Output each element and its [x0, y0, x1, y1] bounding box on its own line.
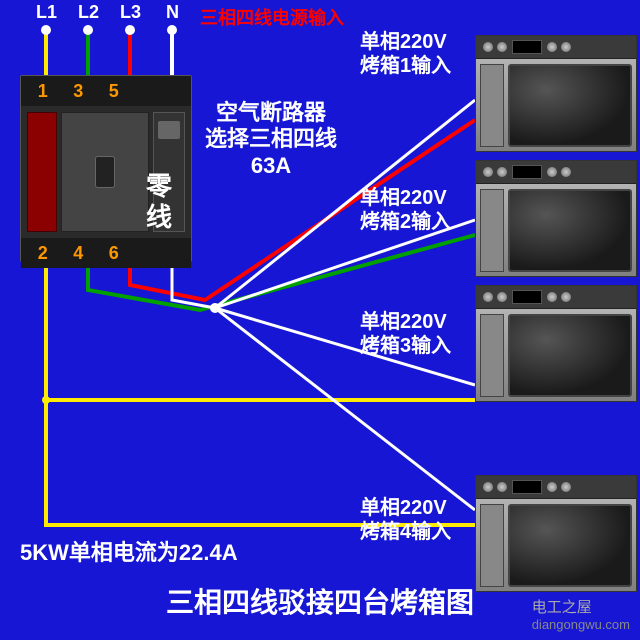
terminal-l1-label: L1 — [36, 2, 57, 24]
terminal-l2-label: L2 — [78, 2, 99, 24]
oven-3 — [475, 285, 637, 402]
terminal-num-3: 3 — [73, 81, 83, 102]
current-note: 5KW单相电流为22.4A — [20, 540, 238, 566]
oven-2 — [475, 160, 637, 277]
oven-1-label: 单相220V 烤箱1输入 — [360, 30, 451, 78]
oven-3-label: 单相220V 烤箱3输入 — [360, 310, 451, 358]
breaker-description: 空气断路器 选择三相四线 63A — [205, 100, 337, 179]
terminal-l3-label: L3 — [120, 2, 141, 24]
watermark: 电工之屋 diangongwu.com — [532, 596, 630, 632]
oven-1 — [475, 35, 637, 152]
terminal-num-1: 1 — [38, 81, 48, 102]
terminal-num-6: 6 — [109, 243, 119, 264]
oven-4-label: 单相220V 烤箱4输入 — [360, 496, 451, 544]
circuit-breaker: 1 3 5 2 4 6 零线 — [20, 75, 192, 262]
terminal-num-2: 2 — [38, 243, 48, 264]
terminal-num-4: 4 — [73, 243, 83, 264]
terminal-num-5: 5 — [109, 81, 119, 102]
oven-4 — [475, 475, 637, 592]
oven-2-label: 单相220V 烤箱2输入 — [360, 186, 451, 234]
terminal-n-label: N — [166, 2, 179, 24]
input-warning: 三相四线电源输入 — [200, 4, 344, 30]
neutral-label: 零线 — [146, 171, 191, 233]
